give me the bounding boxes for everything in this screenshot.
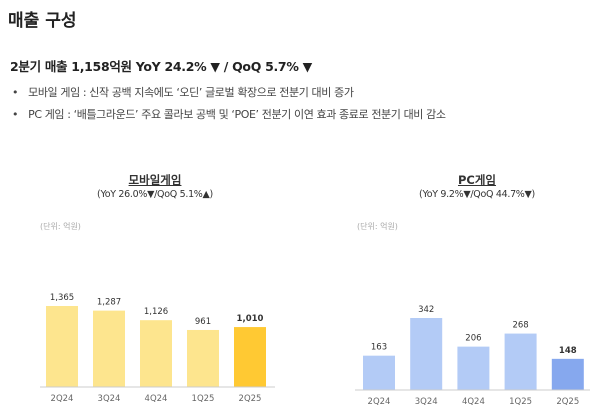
x-tick-label: 2Q25 (556, 397, 579, 407)
mobile-chart-unit: (단위: 억원) (40, 222, 81, 231)
mobile-chart-subtitle: (YoY 26.0%▼/QoQ 5.1%▲) (97, 189, 213, 200)
x-tick-label: 4Q24 (145, 394, 168, 404)
x-tick-label: 3Q24 (98, 394, 121, 404)
bar-2Q24 (46, 306, 78, 387)
value-label: 148 (559, 346, 577, 356)
bullet-pc: • PC 게임 : ‘배틀그라운드’ 주요 콜라보 공백 및 ‘POE’ 전분기 … (12, 108, 446, 121)
pc-chart-unit: (단위: 억원) (357, 222, 398, 231)
pc-chart: 163 2Q24 342 3Q24 206 4Q24 268 1Q25 148 2Q25 (355, 305, 590, 407)
page-title: 매출 구성 (8, 11, 77, 31)
x-tick-label: 2Q24 (51, 394, 74, 404)
bar-3Q24 (410, 318, 443, 390)
bar-2Q25 (551, 358, 584, 390)
pc-chart-title: PC게임 (457, 173, 497, 187)
bullet-mobile: • 모바일 게임 : 신작 공백 지속에도 ‘오딘’ 글로벌 확장으로 전분기 대… (12, 86, 354, 99)
value-label: 1,287 (97, 298, 121, 308)
value-label: 268 (512, 321, 528, 331)
bullet-text: 모바일 게임 : 신작 공백 지속에도 ‘오딘’ 글로벌 확장으로 전분기 대비… (28, 86, 354, 99)
bullet-text: PC 게임 : ‘배틀그라운드’ 주요 콜라보 공백 및 ‘POE’ 전분기 이… (28, 108, 446, 121)
pc-chart-subtitle: (YoY 9.2%▼/QoQ 44.7%▼) (419, 189, 535, 200)
bar-2Q24 (363, 355, 395, 390)
bar-3Q24 (93, 310, 125, 387)
bar-4Q24 (140, 320, 172, 387)
value-label: 206 (465, 334, 481, 344)
x-tick-label: 2Q24 (368, 397, 391, 407)
x-tick-label: 3Q24 (415, 397, 438, 407)
bar-2Q25 (234, 327, 266, 387)
headline: 2분기 매출 1,158억원 YoY 24.2% ▼ / QoQ 5.7% ▼ (10, 59, 312, 74)
x-tick-label: 4Q24 (462, 397, 485, 407)
mobile-chart-title: 모바일게임 (128, 173, 182, 187)
mobile-chart: 1,365 2Q24 1,287 3Q24 1,126 4Q24 961 1Q25 1,010 2… (40, 293, 275, 404)
value-label: 342 (418, 305, 434, 315)
x-tick-label: 1Q25 (192, 394, 215, 404)
value-label: 1,365 (50, 293, 74, 303)
bar-1Q25 (504, 333, 537, 390)
x-tick-label: 1Q25 (509, 397, 532, 407)
value-label: 163 (371, 343, 387, 353)
bar-4Q24 (457, 346, 490, 390)
x-tick-label: 2Q25 (239, 394, 262, 404)
value-label: 1,126 (144, 307, 168, 317)
value-label: 961 (195, 317, 211, 327)
value-label: 1,010 (237, 314, 264, 324)
bar-1Q25 (187, 329, 219, 387)
